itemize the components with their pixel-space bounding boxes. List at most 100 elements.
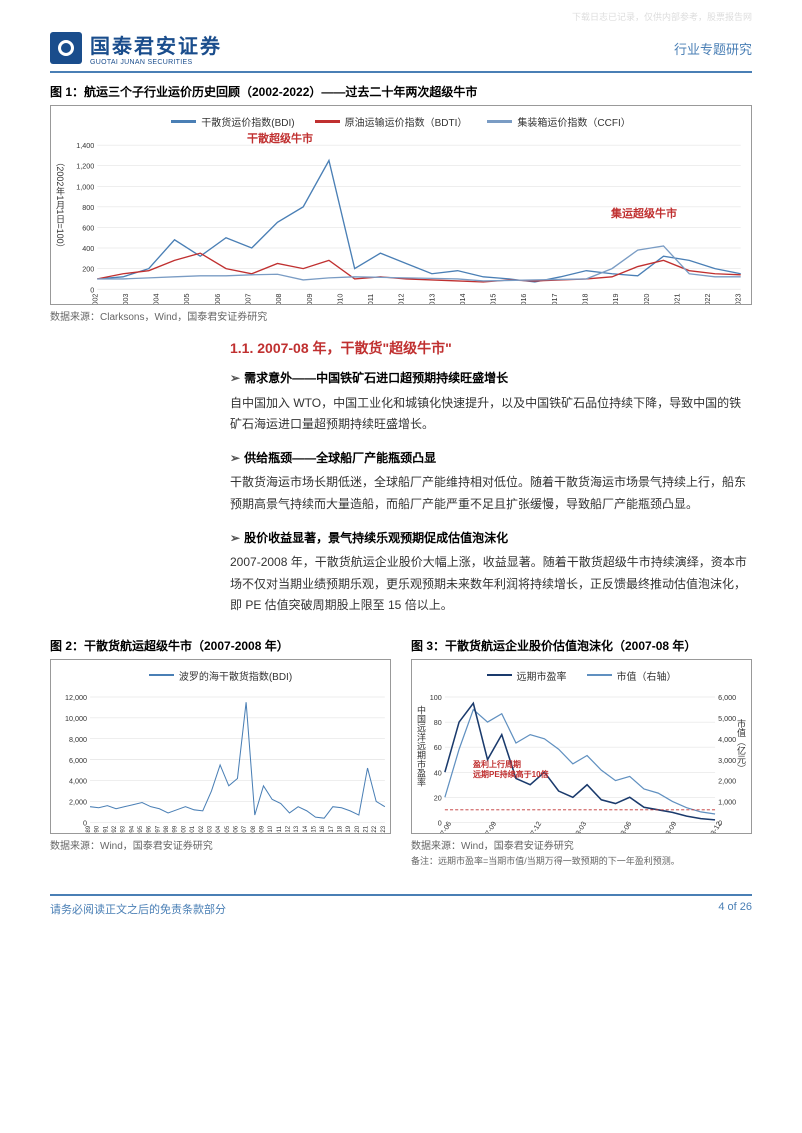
fig1-title: 图 1：航运三个子行业运价历史回顾（2002-2022）——过去二十年两次超级牛… xyxy=(50,83,752,100)
legend-line xyxy=(149,674,174,676)
fig2-source: 数据来源：Wind，国泰君安证券研究 xyxy=(50,837,391,852)
svg-text:800: 800 xyxy=(82,203,94,212)
svg-text:2018: 2018 xyxy=(581,294,590,305)
svg-text:2005: 2005 xyxy=(224,825,231,834)
legend-line xyxy=(315,120,340,123)
svg-text:2019: 2019 xyxy=(345,825,352,834)
section-title: 1.1. 2007-08 年，干散货"超级牛市" xyxy=(230,338,752,358)
svg-text:100: 100 xyxy=(430,693,442,702)
svg-text:2004: 2004 xyxy=(152,294,161,305)
svg-text:2016: 2016 xyxy=(519,294,528,305)
svg-text:2007: 2007 xyxy=(241,825,248,834)
svg-text:2003: 2003 xyxy=(206,825,213,834)
svg-text:2021: 2021 xyxy=(672,294,681,305)
fig2-chart: 波罗的海干散货指数(BDI) 02,0004,0006,0008,00010,0… xyxy=(50,659,391,834)
svg-text:2007-06: 2007-06 xyxy=(432,820,453,834)
fig1-annot2: 集运超级牛市 xyxy=(611,205,677,221)
svg-text:80: 80 xyxy=(434,718,442,727)
svg-text:200: 200 xyxy=(82,265,94,274)
svg-text:2002: 2002 xyxy=(198,825,205,834)
fig2-svg: 02,0004,0006,0008,00010,00012,0001989199… xyxy=(51,685,390,834)
leg-label: 波罗的海干散货指数(BDI) xyxy=(179,668,292,683)
svg-text:2017: 2017 xyxy=(550,294,559,305)
svg-text:1990: 1990 xyxy=(94,825,101,834)
fig1-source: 数据来源：Clarksons，Wind，国泰君安证券研究 xyxy=(50,308,752,323)
svg-text:2013: 2013 xyxy=(427,294,436,305)
svg-text:2008-09: 2008-09 xyxy=(657,820,678,834)
svg-text:600: 600 xyxy=(82,224,94,233)
svg-text:2010: 2010 xyxy=(335,294,344,305)
paragraph: ➢需求意外——中国铁矿石进口超预期持续旺盛增长自中国加入 WTO，中国工业化和城… xyxy=(230,368,752,436)
svg-text:2012: 2012 xyxy=(284,825,291,834)
fig3-annot: 盈利上行周期 远期PE持续高于10倍 xyxy=(473,760,549,779)
svg-text:2023: 2023 xyxy=(734,294,743,305)
fig3-ylabel: 中国远洋远期市盈率 xyxy=(415,706,428,787)
svg-text:2011: 2011 xyxy=(276,825,283,834)
logo-cn: 国泰君安证券 xyxy=(90,30,222,59)
svg-text:2007-12: 2007-12 xyxy=(522,820,543,834)
svg-text:2015: 2015 xyxy=(310,825,317,834)
legend-line xyxy=(487,674,512,676)
legend-line xyxy=(587,674,612,676)
svg-text:6,000: 6,000 xyxy=(718,693,736,702)
svg-text:2,000: 2,000 xyxy=(69,797,87,806)
svg-text:2008-06: 2008-06 xyxy=(612,820,633,834)
fig1-legend: 干散货运价指数(BDI) 原油运输运价指数（BDTI） 集装箱运价指数（CCFI… xyxy=(51,106,751,131)
svg-text:2006: 2006 xyxy=(232,825,239,834)
svg-text:2007-09: 2007-09 xyxy=(477,820,498,834)
logo: 国泰君安证券 GUOTAI JUNAN SECURITIES xyxy=(50,30,222,66)
svg-text:8,000: 8,000 xyxy=(69,735,87,744)
leg-label: 干散货运价指数(BDI) xyxy=(201,114,294,129)
legend-line xyxy=(171,120,196,123)
svg-text:2013: 2013 xyxy=(293,825,300,834)
svg-text:2023: 2023 xyxy=(380,825,387,834)
svg-text:400: 400 xyxy=(82,244,94,253)
svg-text:2008-03: 2008-03 xyxy=(567,820,588,834)
svg-text:2007: 2007 xyxy=(244,294,253,305)
svg-text:1992: 1992 xyxy=(111,825,118,834)
svg-text:1999: 1999 xyxy=(172,825,179,834)
svg-text:12,000: 12,000 xyxy=(65,693,87,702)
svg-text:2008: 2008 xyxy=(274,294,283,305)
logo-icon xyxy=(50,32,82,64)
page-footer: 请务必阅读正文之后的免责条款部分 4 of 26 xyxy=(50,894,752,917)
svg-text:1993: 1993 xyxy=(120,825,127,834)
legend-line xyxy=(487,120,512,123)
fig1-chart: 干散货运价指数(BDI) 原油运输运价指数（BDTI） 集装箱运价指数（CCFI… xyxy=(50,105,752,305)
svg-text:6,000: 6,000 xyxy=(69,756,87,765)
svg-text:5,000: 5,000 xyxy=(718,714,736,723)
svg-text:1995: 1995 xyxy=(137,825,144,834)
svg-text:2017: 2017 xyxy=(328,825,335,834)
svg-text:1996: 1996 xyxy=(146,825,153,834)
svg-text:2022: 2022 xyxy=(703,294,712,305)
footer-disclaimer: 请务必阅读正文之后的免责条款部分 xyxy=(50,901,226,917)
doc-type: 行业专题研究 xyxy=(674,39,752,58)
svg-text:2001: 2001 xyxy=(189,825,196,834)
fig3-title: 图 3：干散货航运企业股价估值泡沫化（2007-08 年） xyxy=(411,637,752,654)
svg-text:4,000: 4,000 xyxy=(718,735,736,744)
fig3-ylabel2: 市值（亿元） xyxy=(735,719,748,773)
svg-text:2010: 2010 xyxy=(267,825,274,834)
svg-text:2015: 2015 xyxy=(489,294,498,305)
svg-text:2003: 2003 xyxy=(121,294,130,305)
svg-text:1,400: 1,400 xyxy=(76,141,94,150)
svg-text:1989: 1989 xyxy=(85,825,92,834)
svg-text:60: 60 xyxy=(434,743,442,752)
fig2-title: 图 2：干散货航运超级牛市（2007-2008 年） xyxy=(50,637,391,654)
fig1-ylabel: （2002年1月1日=100） xyxy=(54,157,67,252)
svg-text:2006: 2006 xyxy=(213,294,222,305)
svg-text:2020: 2020 xyxy=(354,825,361,834)
fig3-svg: 02040608010001,0002,0003,0004,0005,0006,… xyxy=(412,685,751,834)
svg-text:2014: 2014 xyxy=(458,294,467,305)
svg-text:2,000: 2,000 xyxy=(718,777,736,786)
svg-text:1,000: 1,000 xyxy=(76,182,94,191)
svg-text:1991: 1991 xyxy=(102,825,109,834)
svg-text:1997: 1997 xyxy=(154,825,161,834)
svg-text:1998: 1998 xyxy=(163,825,170,834)
svg-text:2011: 2011 xyxy=(366,294,375,305)
paragraph: ➢供给瓶颈——全球船厂产能瓶颈凸显干散货海运市场长期低迷，全球船厂产能维持相对低… xyxy=(230,448,752,516)
leg-label: 原油运输运价指数（BDTI） xyxy=(345,114,468,129)
svg-text:2002: 2002 xyxy=(90,294,99,305)
page-header: 国泰君安证券 GUOTAI JUNAN SECURITIES 行业专题研究 xyxy=(50,30,752,73)
svg-text:1994: 1994 xyxy=(128,825,135,834)
